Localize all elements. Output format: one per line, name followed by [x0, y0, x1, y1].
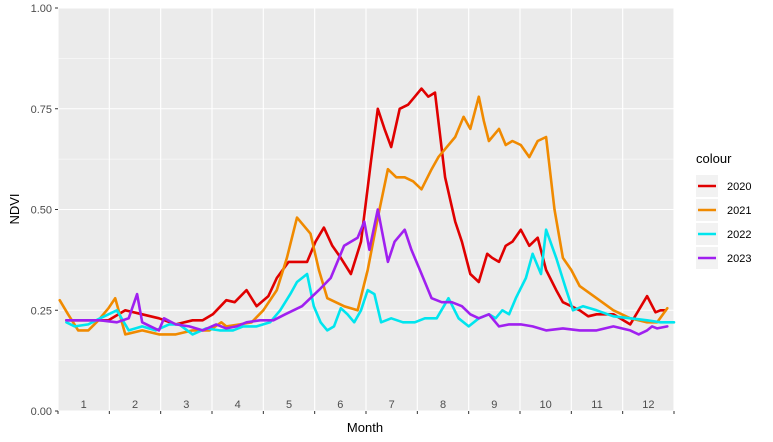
- month-label: 9: [491, 399, 497, 411]
- month-label: 6: [337, 399, 343, 411]
- month-label: 10: [540, 399, 552, 411]
- month-label: 11: [591, 399, 602, 411]
- series-line-2021: [58, 95, 669, 336]
- legend-label-2023: 2023: [727, 253, 751, 265]
- series-line-2020: [65, 87, 667, 326]
- legend-label-2021: 2021: [727, 205, 751, 217]
- series-lines: [58, 87, 676, 336]
- month-label: 1: [81, 399, 87, 411]
- series-line-2022: [65, 228, 676, 336]
- x-axis-title: Month: [347, 420, 383, 435]
- month-label: 4: [235, 399, 241, 411]
- y-axis-title: NDVI: [7, 193, 22, 224]
- x-axis: [57, 411, 675, 414]
- legend: colour 2020 2021 2022 2023: [696, 151, 751, 269]
- y-axis: 0.00 0.25 0.50 0.75 1.00: [31, 3, 58, 418]
- month-label: 8: [440, 399, 446, 411]
- y-tick-label: 0.25: [31, 305, 52, 317]
- y-tick-label: 1.00: [31, 3, 52, 15]
- month-label: 3: [183, 399, 189, 411]
- month-label: 2: [132, 399, 138, 411]
- legend-label-2022: 2022: [727, 229, 751, 241]
- y-tick-label: 0.50: [31, 205, 52, 217]
- y-tick-label: 0.00: [31, 406, 52, 418]
- month-label: 7: [389, 399, 395, 411]
- legend-label-2020: 2020: [727, 181, 751, 193]
- month-labels: 1 2 3 4 5 6 7 8 9 10 11 12: [81, 399, 655, 411]
- y-tick-label: 0.75: [31, 104, 52, 116]
- series-line-2023: [65, 208, 669, 336]
- month-label: 12: [642, 399, 654, 411]
- month-label: 5: [286, 399, 292, 411]
- legend-title: colour: [696, 151, 732, 166]
